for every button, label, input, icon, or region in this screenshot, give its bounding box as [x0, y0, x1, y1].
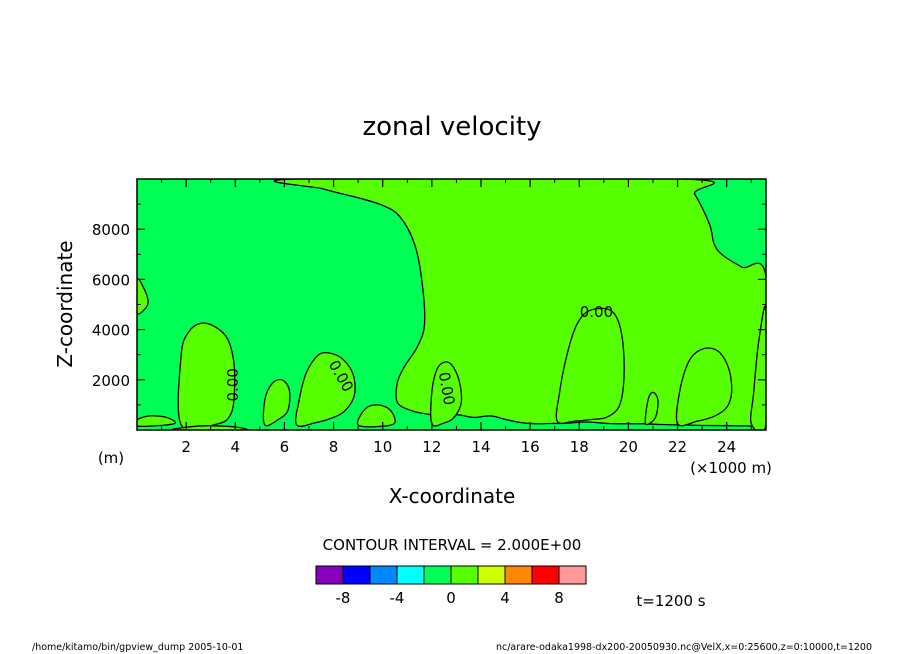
contour-region-5	[430, 361, 463, 427]
colorbar-swatch-7	[504, 565, 533, 585]
contour-regions	[137, 179, 766, 430]
y-tick-label: 2000	[92, 372, 130, 390]
colorbar-swatch-3	[396, 565, 425, 585]
contour-region-10	[137, 415, 177, 428]
colorbar-swatch-9	[558, 565, 587, 585]
x-tick-label: 6	[280, 438, 290, 456]
colorbar-label-0: -8	[336, 589, 351, 607]
contour-region-11	[171, 425, 248, 430]
contour-label-0: 0.00	[580, 303, 613, 321]
footer-left: /home/kitamo/bin/gpview_dump 2005-10-01	[32, 642, 243, 653]
y-axis: 2000 4000 6000 8000	[92, 203, 766, 406]
y-tick-label: 8000	[92, 221, 130, 239]
contour-region-7	[644, 391, 659, 426]
colorbar-swatch-4	[423, 565, 452, 585]
x-axis: 2 4 6 8 10 12 14 16 18 20 22 24	[161, 179, 752, 456]
plot-area: 0.000.00 0.00 0.00 2 4 6 8 10 12 14 16 18 20 22 24 20…	[92, 178, 767, 456]
y-unit-label: (m)	[98, 449, 124, 467]
contour-region-8	[675, 347, 733, 427]
x-tick-label: 2	[181, 438, 191, 456]
x-tick-label: 12	[422, 438, 441, 456]
colorbar-label-3: 4	[500, 589, 510, 607]
x-tick-label: 16	[521, 438, 540, 456]
contour-label-3: 0.00	[435, 371, 459, 407]
colorbar: -8 -4 0 4 8	[315, 565, 587, 607]
contour-region-6	[555, 307, 625, 425]
y-tick-label: 4000	[92, 322, 130, 340]
contour-interval-text: CONTOUR INTERVAL = 2.000E+00	[323, 536, 582, 554]
colorbar-label-4: 8	[554, 589, 564, 607]
chart-title: zonal velocity	[362, 112, 541, 142]
x-tick-label: 4	[231, 438, 241, 456]
x-unit-label: (×1000 m)	[690, 459, 772, 477]
contour-region-0	[273, 179, 766, 430]
x-tick-label: 22	[668, 438, 687, 456]
x-tick-label: 14	[471, 438, 490, 456]
y-axis-label: Z-coordinate	[53, 240, 77, 367]
colorbar-swatch-0	[315, 565, 344, 585]
contour-region-1	[137, 277, 149, 315]
contour-region-2	[177, 322, 236, 430]
x-tick-label: 24	[717, 438, 736, 456]
colorbar-swatch-8	[531, 565, 560, 585]
footer-right: nc/arare-odaka1998-dx200-20050930.nc@Vel…	[496, 642, 872, 653]
colorbar-label-1: -4	[390, 589, 405, 607]
colorbar-swatch-6	[477, 565, 506, 585]
colorbar-swatch-1	[342, 565, 371, 585]
time-label: t=1200 s	[636, 592, 705, 610]
colorbar-swatch-2	[369, 565, 398, 585]
colorbar-swatch-5	[450, 565, 479, 585]
x-tick-label: 10	[373, 438, 392, 456]
contour-region-4	[294, 351, 356, 427]
y-tick-label: 6000	[92, 271, 130, 289]
contour-label-1: 0.00	[224, 368, 242, 401]
x-tick-label: 18	[570, 438, 589, 456]
colorbar-label-2: 0	[446, 589, 456, 607]
contour-region-3	[262, 378, 291, 427]
x-axis-label: X-coordinate	[389, 484, 516, 508]
x-tick-label: 20	[619, 438, 638, 456]
x-tick-label: 8	[329, 438, 339, 456]
